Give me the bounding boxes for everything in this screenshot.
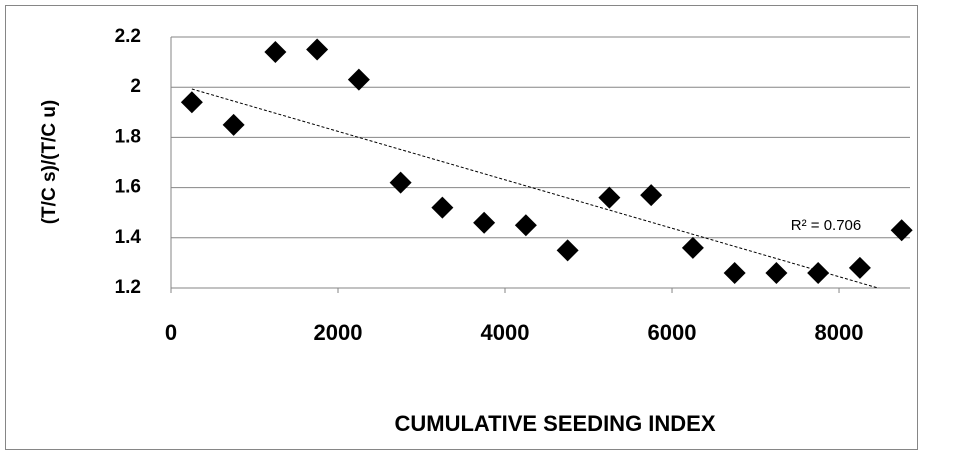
x-tick-label: 8000 [815, 320, 864, 345]
x-tick-label: 0 [165, 320, 177, 345]
point [347, 68, 370, 91]
trendline [191, 88, 880, 288]
point [640, 184, 663, 207]
x-tick-label: 2000 [314, 320, 363, 345]
y-axis-label: (T/C s)/(T/C u) [39, 100, 60, 225]
point [389, 171, 412, 194]
y-tick-label: 1.8 [115, 126, 141, 147]
point [890, 219, 913, 242]
point [723, 261, 746, 284]
x-axis-label: CUMULATIVE SEEDING INDEX [394, 411, 715, 436]
point [848, 256, 871, 279]
r-squared: R² = 0.706 [791, 217, 861, 234]
y-tick-label: 1.2 [115, 277, 141, 298]
point [222, 113, 245, 136]
point [765, 261, 788, 284]
point [180, 91, 203, 114]
x-tick-label: 6000 [648, 320, 697, 345]
y-tick-label: 1.6 [115, 177, 141, 198]
point [807, 261, 830, 284]
point [473, 211, 496, 234]
point [431, 196, 454, 219]
point [514, 214, 537, 237]
chart-frame [5, 5, 918, 450]
x-tick-label: 4000 [481, 320, 530, 345]
y-tick-label: 1.4 [115, 227, 142, 248]
point [598, 186, 621, 209]
point [681, 236, 704, 259]
point [264, 41, 287, 64]
point [306, 38, 329, 61]
y-tick-label: 2 [130, 76, 141, 97]
point [556, 239, 579, 262]
y-tick-label: 2.2 [115, 26, 141, 47]
